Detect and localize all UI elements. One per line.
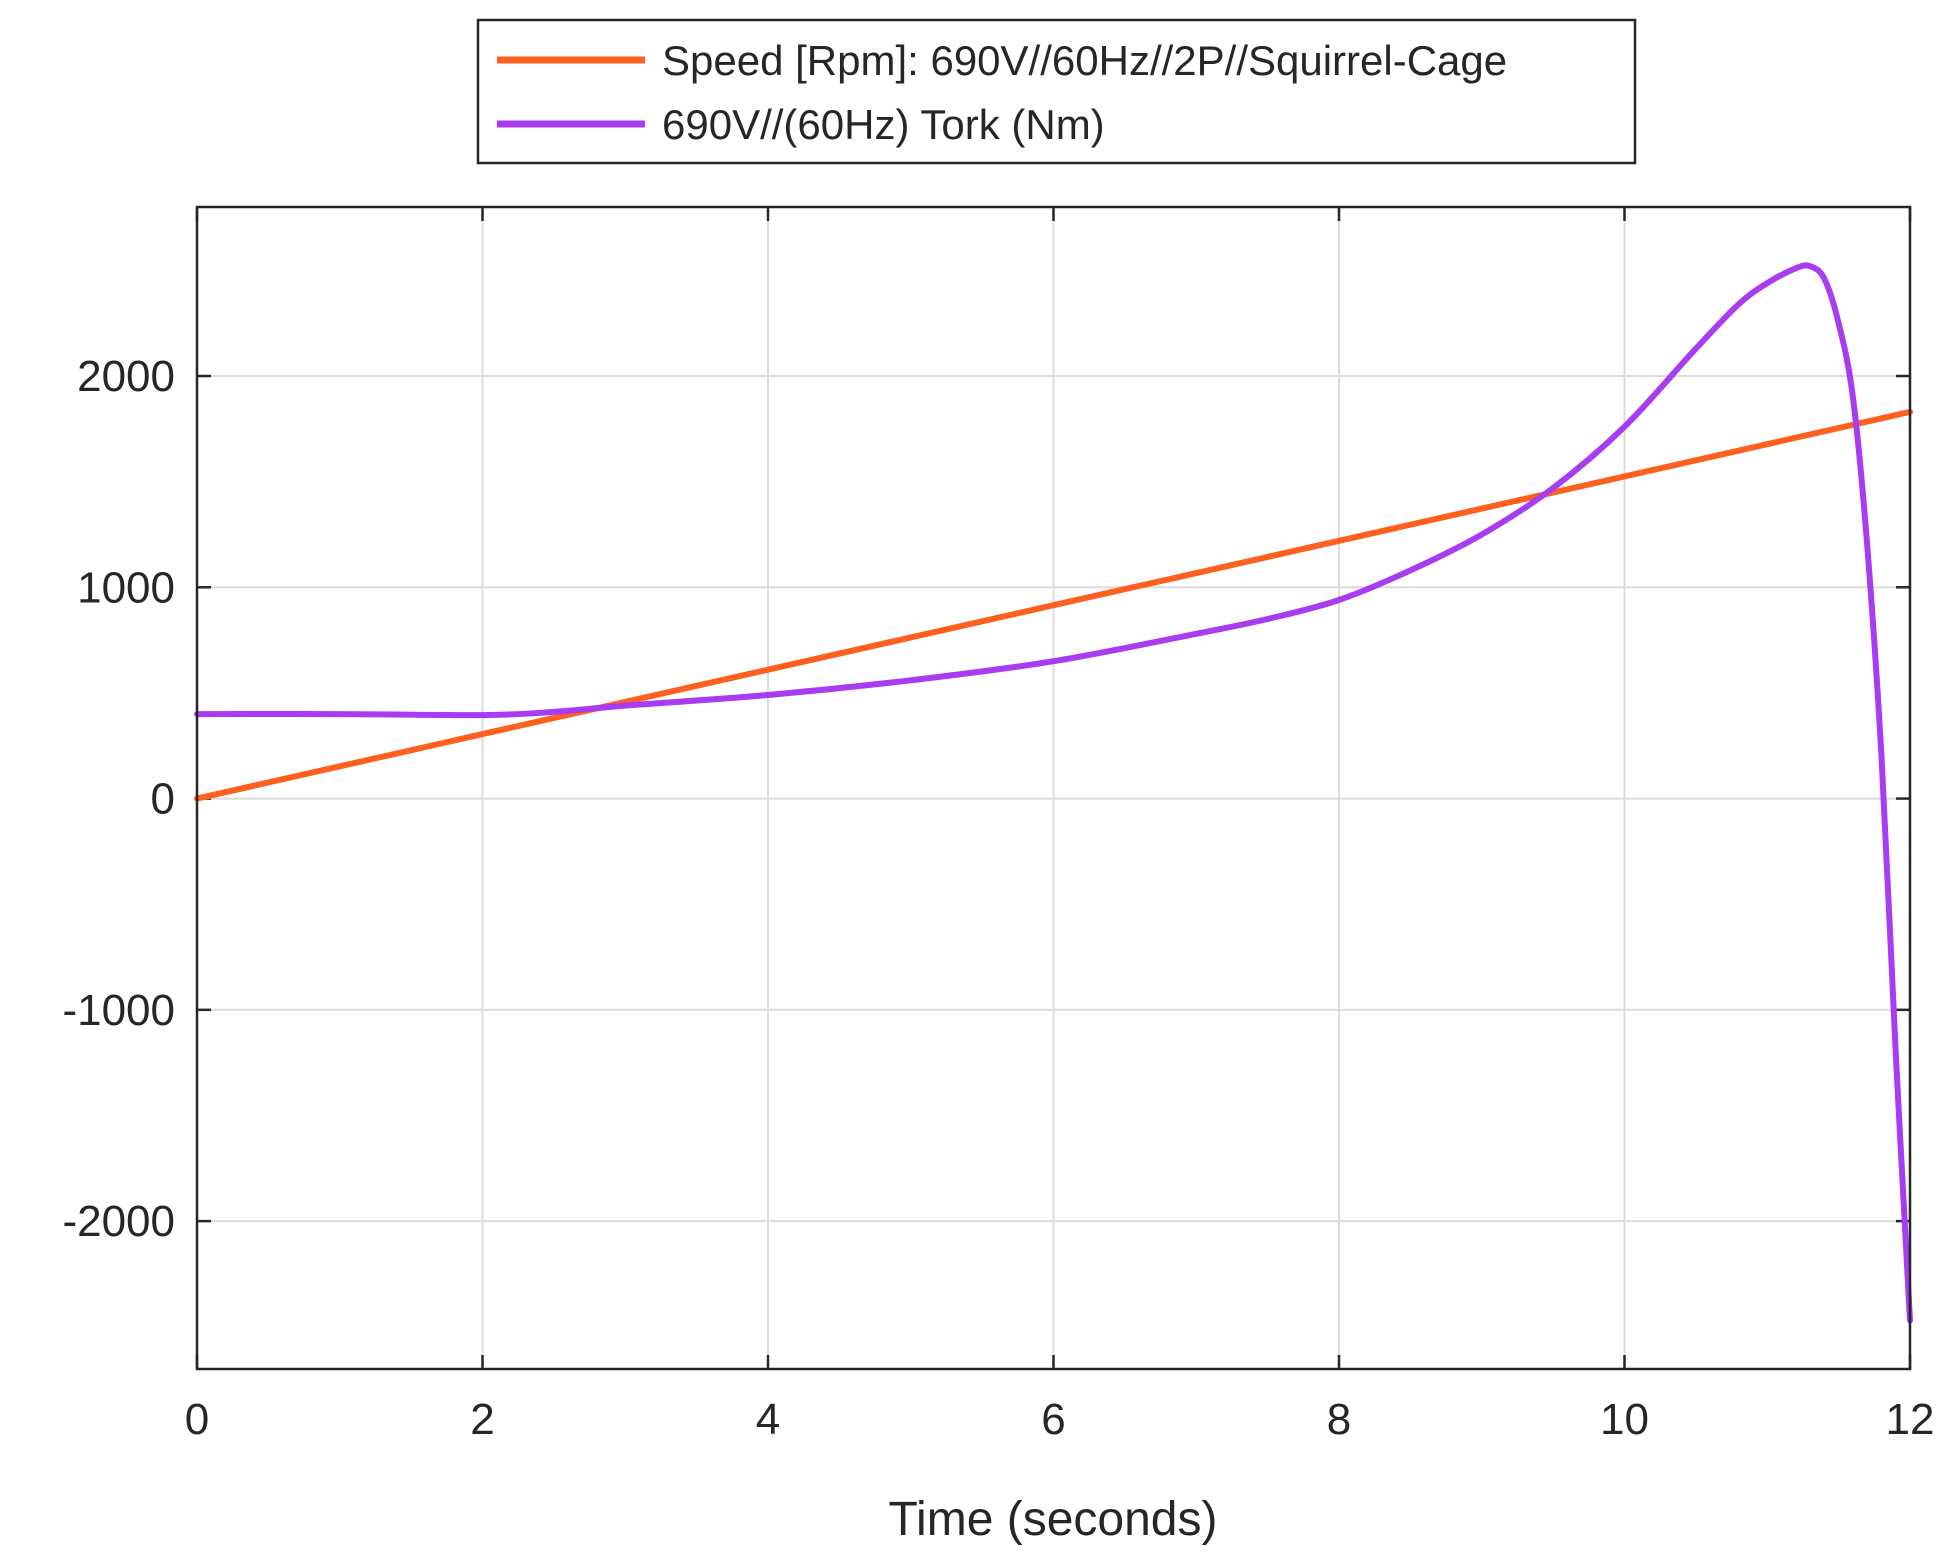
series-lines xyxy=(194,262,1913,1324)
y-tick-label: -1000 xyxy=(62,986,175,1035)
legend-label-torque: 690V//(60Hz) Tork (Nm) xyxy=(662,101,1105,148)
legend: Speed [Rpm]: 690V//60Hz//2P//Squirrel-Ca… xyxy=(476,18,1637,165)
y-tick-label: -2000 xyxy=(62,1197,175,1246)
x-tick-label: 10 xyxy=(1600,1395,1649,1444)
legend-box xyxy=(476,18,1637,165)
plot-frame xyxy=(195,205,1912,1371)
y-tick-label: 0 xyxy=(151,775,175,824)
grid-lines xyxy=(196,207,1911,1369)
y-tick-label: 1000 xyxy=(77,563,175,612)
x-tick-label: 6 xyxy=(1041,1395,1065,1444)
x-tick-label: 2 xyxy=(470,1395,494,1444)
tick-labels: 0 2 4 6 8 10 12 -2000 -1000 0 1000 2000 xyxy=(62,352,1934,1444)
x-tick-label: 12 xyxy=(1886,1395,1935,1444)
y-tick-label: 2000 xyxy=(77,352,175,401)
x-tick-label: 0 xyxy=(185,1395,209,1444)
series-line-1 xyxy=(194,262,1913,1324)
series-line-0 xyxy=(194,408,1913,802)
x-tick-label: 8 xyxy=(1327,1395,1351,1444)
x-tick-label: 4 xyxy=(756,1395,780,1444)
legend-label-speed: Speed [Rpm]: 690V//60Hz//2P//Squirrel-Ca… xyxy=(662,37,1507,84)
x-axis-title: Time (seconds) xyxy=(889,1493,1218,1546)
